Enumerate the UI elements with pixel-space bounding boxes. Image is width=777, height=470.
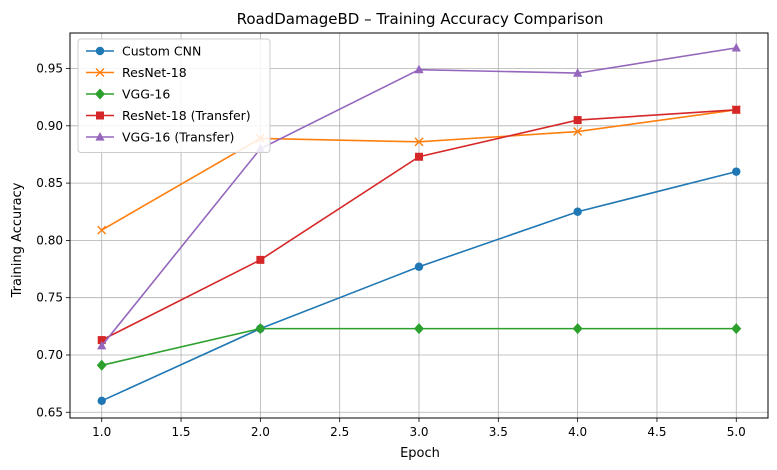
- legend: Custom CNN ResNet-18 VGG-16 ResNet-18 (Tran…: [77, 38, 271, 153]
- data-point: [415, 152, 423, 161]
- legend-label: ResNet-18 (Transfer): [122, 108, 251, 123]
- series-vgg-16: [96, 323, 742, 371]
- legend-label: VGG-16: [122, 87, 170, 102]
- legend-item: ResNet-18 (Transfer): [86, 108, 251, 123]
- legend-marker: [95, 88, 105, 100]
- data-point: [573, 127, 583, 137]
- data-point: [414, 262, 424, 271]
- data-point: [255, 323, 266, 335]
- legend-label: Custom CNN: [122, 44, 201, 59]
- y-tick-label: 0.70: [36, 348, 63, 362]
- data-point: [414, 64, 424, 74]
- legend-label: ResNet-18: [122, 65, 187, 80]
- legend-item: VGG-16: [86, 87, 170, 102]
- data-point: [572, 323, 583, 335]
- x-tick-label: 1.0: [92, 425, 111, 439]
- x-tick-label: 5.0: [727, 425, 746, 439]
- data-point: [414, 137, 424, 147]
- data-point: [573, 207, 582, 216]
- legend-marker: [96, 111, 104, 120]
- y-tick-label: 0.85: [36, 176, 63, 190]
- data-point: [96, 359, 107, 371]
- series-layer: [96, 42, 742, 406]
- y-axis-label: Training Accuracy: [10, 182, 25, 298]
- data-point: [732, 105, 741, 114]
- data-point: [732, 167, 741, 176]
- legend-item: Custom CNN: [86, 44, 201, 59]
- data-point: [97, 340, 107, 350]
- legend-item: ResNet-18: [86, 65, 187, 80]
- data-point: [256, 255, 265, 264]
- data-point: [414, 323, 424, 335]
- legend-marker: [95, 46, 105, 56]
- legend-marker: [95, 68, 105, 77]
- ticks: 1.0 1.5 2.0 2.5 3.0 3.5 4.0 4.5 5.0 0.65 0.70 0.75 0…: [36, 62, 746, 439]
- x-tick-label: 2.0: [251, 425, 270, 439]
- y-tick-label: 0.75: [36, 291, 63, 305]
- x-tick-label: 3.0: [409, 425, 428, 439]
- legend-item: VGG-16 (Transfer): [86, 130, 234, 145]
- y-tick-label: 0.90: [36, 119, 63, 133]
- data-point: [573, 116, 582, 125]
- y-tick-label: 0.95: [36, 62, 63, 76]
- data-point: [731, 323, 742, 335]
- series-resnet-18-transfer: [97, 105, 741, 345]
- y-tick-label: 0.80: [36, 233, 63, 247]
- legend-label: VGG-16 (Transfer): [122, 130, 234, 145]
- y-tick-label: 0.65: [36, 405, 63, 419]
- data-point: [97, 396, 106, 406]
- data-point: [97, 336, 106, 345]
- x-tick-label: 2.5: [330, 425, 349, 439]
- x-axis-label: Epoch: [400, 446, 440, 461]
- x-tick-label: 4.5: [647, 425, 666, 439]
- legend-marker: [95, 132, 105, 141]
- legend-box: [77, 38, 271, 153]
- chart-title: RoadDamageBD – Training Accuracy Compari…: [237, 10, 604, 28]
- x-tick-label: 3.5: [489, 425, 508, 439]
- data-point: [97, 225, 107, 235]
- x-tick-label: 1.5: [171, 425, 190, 439]
- x-tick-label: 4.0: [568, 425, 587, 439]
- data-point: [731, 42, 741, 52]
- data-point: [573, 68, 583, 77]
